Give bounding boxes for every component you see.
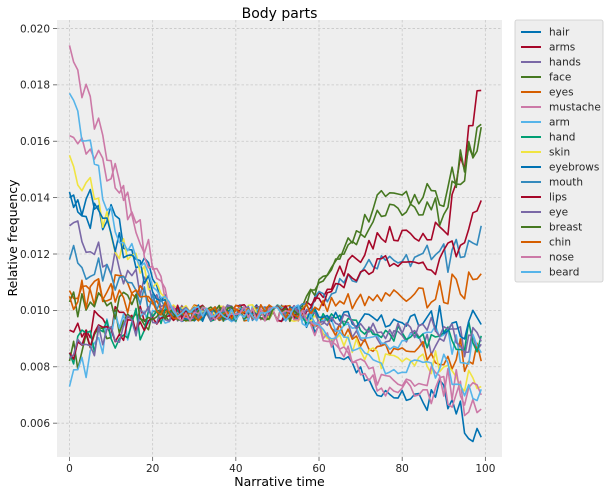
y-tick-label: 0.014 xyxy=(20,192,50,204)
legend-label-beard: beard xyxy=(549,267,579,279)
x-tick-label: 40 xyxy=(229,463,242,475)
series-lines xyxy=(68,45,482,443)
chart-title: Body parts xyxy=(242,6,318,22)
legend-label-arm: arm xyxy=(549,117,570,129)
legend-label-arms: arms xyxy=(549,42,575,54)
series-line-mustache xyxy=(69,134,482,417)
legend-label-nose: nose xyxy=(549,252,574,264)
x-tick-label: 60 xyxy=(312,463,325,475)
legend-label-hands: hands xyxy=(549,57,581,69)
legend-label-hair: hair xyxy=(549,27,570,39)
grid xyxy=(57,20,502,457)
x-tick-label: 80 xyxy=(395,463,408,475)
legend-label-eyebrows: eyebrows xyxy=(549,162,599,174)
y-tick-label: 0.016 xyxy=(20,136,50,148)
legend-label-mustache: mustache xyxy=(549,102,601,114)
legend-label-face: face xyxy=(549,72,571,84)
y-tick-label: 0.018 xyxy=(20,80,50,92)
series-line-beard xyxy=(68,92,482,402)
legend-label-lips: lips xyxy=(549,192,567,204)
x-axis-label: Narrative time xyxy=(234,474,325,489)
x-tick-label: 20 xyxy=(146,463,159,475)
legend-label-eye: eye xyxy=(549,207,568,219)
legend-label-skin: skin xyxy=(549,147,570,159)
y-tick-label: 0.020 xyxy=(20,23,50,35)
x-tick-label: 100 xyxy=(475,463,495,475)
x-tick-label: 0 xyxy=(66,463,73,475)
legend-label-hand: hand xyxy=(549,132,575,144)
y-axis-label: Relative frequency xyxy=(5,179,20,297)
y-tick-label: 0.012 xyxy=(20,249,50,261)
y-tick-label: 0.006 xyxy=(20,418,50,430)
ticks: 0 20 40 60 80 100 0.006 0.008 0.010 0.012 0.014 0.0… xyxy=(20,23,495,475)
legend-label-eyes: eyes xyxy=(549,87,574,99)
legend-label-breast: breast xyxy=(549,222,582,234)
y-tick-label: 0.010 xyxy=(20,305,50,317)
legend-label-chin: chin xyxy=(549,237,571,249)
legend-label-mouth: mouth xyxy=(549,177,583,189)
legend-frame xyxy=(514,19,604,283)
legend: hair arms hands face eyes mustache arm hand skin… xyxy=(514,19,604,283)
y-tick-label: 0.008 xyxy=(20,362,50,374)
